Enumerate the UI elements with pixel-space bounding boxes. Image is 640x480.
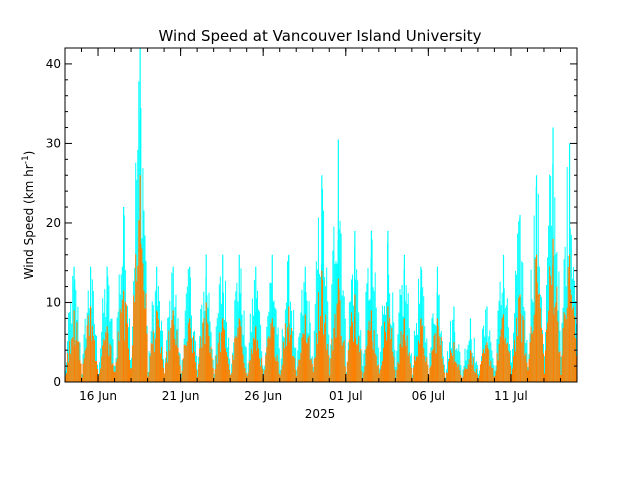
series-1-day-25 <box>477 342 495 382</box>
y-tick-label: 0 <box>53 375 61 389</box>
x-tick-label: 26 Jun <box>244 389 282 403</box>
series-1-day-27 <box>510 294 528 382</box>
x-axis: 16 Jun 21 Jun 26 Jun 01 Jul 06 Jul 11 Jul <box>64 48 578 403</box>
y-tick-label: 20 <box>46 216 61 230</box>
series-1-day-24 <box>461 350 478 382</box>
x-axis-label: 2025 <box>305 407 336 421</box>
y-tick-label: 40 <box>46 57 61 71</box>
series-1-day-3 <box>114 290 132 382</box>
y-tick-label: 10 <box>46 295 61 309</box>
series-1-day-12 <box>263 318 280 382</box>
x-tick-label: 21 Jun <box>162 389 200 403</box>
x-tick-label: 11 Jul <box>494 389 528 403</box>
series-1-day-11 <box>246 326 264 382</box>
series-1-day-6 <box>164 310 181 382</box>
series-1-day-26 <box>494 314 511 382</box>
series-1-day-8 <box>197 302 214 382</box>
series-1-day-23 <box>444 342 462 382</box>
x-tick-label: 16 Jun <box>79 389 117 403</box>
series-1-day-17 <box>345 294 363 382</box>
series-1-day-4 <box>131 175 148 382</box>
y-tick-label: 30 <box>46 136 61 150</box>
series-1-day-21 <box>411 318 429 382</box>
y-axis: 0 10 20 30 40 <box>46 47 577 389</box>
x-tick-label: 06 Jul <box>412 389 446 403</box>
series-1-day-28 <box>527 254 544 382</box>
series-1-day-0 <box>65 310 82 382</box>
series-1-day-1 <box>81 306 99 382</box>
series-1-day-19 <box>378 306 396 382</box>
y-axis-label-exponent: -1 <box>21 155 31 164</box>
series-1-day-15 <box>312 270 330 382</box>
series-1-day-29 <box>543 238 561 382</box>
series-layer <box>65 48 577 382</box>
series-1-day-7 <box>180 318 198 382</box>
series-1-day-20 <box>395 318 412 382</box>
y-axis-label-close: ) <box>22 151 36 156</box>
plot-frame <box>64 47 578 383</box>
series-1-day-18 <box>362 310 379 382</box>
series-1-day-2 <box>98 326 115 382</box>
series-1-day-16 <box>329 278 346 382</box>
series-1-day-22 <box>428 318 445 382</box>
chart-title: Wind Speed at Vancouver Island Universit… <box>159 27 482 45</box>
series-1-day-10 <box>230 318 247 382</box>
x-tick-label: 01 Jul <box>329 389 363 403</box>
series-1-day-5 <box>147 310 165 382</box>
series-1-day-9 <box>213 318 231 382</box>
series-1-day-13 <box>279 306 297 382</box>
y-axis-label: Wind Speed (km hr-1) <box>21 151 36 280</box>
series-1-day-14 <box>296 314 313 382</box>
y-axis-label-main: Wind Speed (km hr <box>22 164 36 279</box>
series-1 <box>65 175 577 382</box>
series-1-day-30 <box>560 254 577 382</box>
